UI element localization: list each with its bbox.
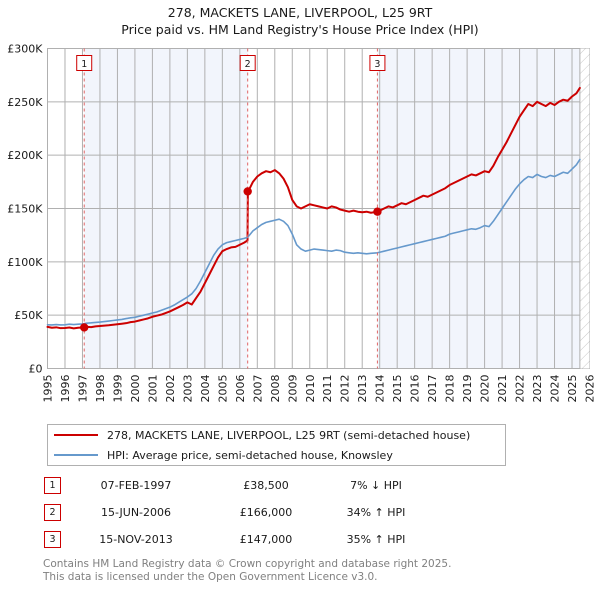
legend-label-hpi: HPI: Average price, semi-detached house,… — [107, 448, 393, 462]
svg-text:1: 1 — [81, 59, 87, 70]
svg-text:2012: 2012 — [339, 375, 352, 403]
svg-text:2006: 2006 — [234, 375, 247, 403]
svg-text:2002: 2002 — [164, 375, 177, 403]
transaction-price-3: £147,000 — [239, 533, 293, 546]
legend-item-price-paid: 278, MACKETS LANE, LIVERPOOL, L25 9RT (s… — [48, 425, 505, 445]
svg-text:1997: 1997 — [76, 375, 89, 403]
transactions-table: 1 07-FEB-1997 £38,500 7% ↓ HPI 2 15-JUN-… — [44, 472, 474, 553]
svg-text:2024: 2024 — [549, 375, 562, 403]
no-data-hatch-region — [579, 48, 590, 369]
svg-text:£0: £0 — [29, 363, 43, 376]
transaction-date-1: 07-FEB-1997 — [100, 479, 172, 492]
svg-text:2021: 2021 — [496, 375, 509, 403]
series-lines — [46, 86, 581, 330]
svg-text:2022: 2022 — [514, 375, 527, 403]
svg-text:2010: 2010 — [304, 375, 317, 403]
chart-title: 278, MACKETS LANE, LIVERPOOL, L25 9RT — [167, 5, 433, 20]
svg-text:£50K: £50K — [14, 309, 43, 322]
svg-text:1995: 1995 — [42, 375, 55, 403]
page-title: 278, MACKETS LANE, LIVERPOOL, L25 9RT Pr… — [0, 4, 600, 38]
svg-text:2004: 2004 — [199, 375, 212, 403]
x-axis-tick-labels: 1995 1996 1997 1998 1999 2000 2001 2002 2003 2004… — [42, 375, 597, 403]
svg-text:2016: 2016 — [409, 375, 422, 403]
svg-text:2018: 2018 — [444, 375, 457, 403]
svg-text:2005: 2005 — [216, 375, 229, 403]
svg-text:2026: 2026 — [584, 375, 597, 403]
transaction-hpi-delta-1: 7% ↓ HPI — [350, 479, 402, 492]
svg-text:2019: 2019 — [461, 375, 474, 403]
transaction-badge-2: 2 — [44, 504, 61, 521]
svg-text:2008: 2008 — [269, 375, 282, 403]
svg-text:1998: 1998 — [94, 375, 107, 403]
svg-text:2025: 2025 — [566, 375, 579, 403]
svg-text:2000: 2000 — [129, 375, 142, 403]
legend-swatch-blue — [54, 454, 98, 456]
chart-subtitle: Price paid vs. HM Land Registry's House … — [121, 22, 479, 37]
transaction-hpi-delta-2: 34% ↑ HPI — [346, 506, 406, 519]
svg-text:1999: 1999 — [111, 375, 124, 403]
transaction-date-2: 15-JUN-2006 — [100, 506, 172, 519]
footer-attribution: Contains HM Land Registry data © Crown c… — [43, 558, 583, 584]
table-row: 1 07-FEB-1997 £38,500 7% ↓ HPI — [44, 472, 474, 499]
table-row: 2 15-JUN-2006 £166,000 34% ↑ HPI — [44, 499, 474, 526]
svg-text:£200K: £200K — [7, 149, 43, 162]
svg-text:2: 2 — [245, 59, 251, 70]
svg-text:2013: 2013 — [356, 375, 369, 403]
svg-text:2020: 2020 — [479, 375, 492, 403]
transaction-badge-3: 3 — [44, 531, 61, 548]
transaction-badge-1: 1 — [44, 477, 61, 494]
svg-text:£150K: £150K — [7, 203, 43, 216]
marker-vertical-lines — [83, 48, 378, 369]
svg-text:2009: 2009 — [286, 375, 299, 403]
legend-item-hpi: HPI: Average price, semi-detached house,… — [48, 445, 505, 465]
transaction-date-3: 15-NOV-2013 — [99, 533, 173, 546]
y-axis-tick-labels: £0 £50K £100K £150K £200K £250K £300K — [7, 43, 43, 376]
svg-text:2015: 2015 — [391, 375, 404, 403]
legend-swatch-red — [54, 434, 98, 436]
svg-text:2001: 2001 — [146, 375, 159, 403]
svg-text:£100K: £100K — [7, 256, 43, 269]
table-row: 3 15-NOV-2013 £147,000 35% ↑ HPI — [44, 526, 474, 553]
marker-dots — [80, 187, 382, 332]
svg-text:2003: 2003 — [181, 375, 194, 403]
svg-text:2014: 2014 — [374, 375, 387, 403]
svg-text:2023: 2023 — [531, 375, 544, 403]
chart-legend: 278, MACKETS LANE, LIVERPOOL, L25 9RT (s… — [47, 424, 506, 466]
svg-text:2017: 2017 — [426, 375, 439, 403]
marker-badges: 1 2 3 — [76, 55, 386, 71]
chart-plot-area: £0 £50K £100K £150K £200K £250K £300K 1995 1996… — [7, 43, 597, 403]
transaction-hpi-delta-3: 35% ↑ HPI — [346, 533, 406, 546]
svg-text:2007: 2007 — [251, 375, 264, 403]
svg-text:3: 3 — [374, 59, 380, 70]
svg-text:£300K: £300K — [7, 43, 43, 56]
footer-copyright-line: Contains HM Land Registry data © Crown c… — [43, 558, 452, 570]
svg-text:£250K: £250K — [7, 96, 43, 109]
gridlines — [47, 48, 590, 369]
transaction-price-2: £166,000 — [239, 506, 293, 519]
legend-label-price-paid: 278, MACKETS LANE, LIVERPOOL, L25 9RT (s… — [107, 428, 471, 442]
svg-text:1996: 1996 — [59, 375, 72, 403]
transaction-price-1: £38,500 — [243, 479, 289, 492]
footer-licence-line: This data is licensed under the Open Gov… — [43, 571, 378, 583]
svg-text:2011: 2011 — [321, 375, 334, 403]
